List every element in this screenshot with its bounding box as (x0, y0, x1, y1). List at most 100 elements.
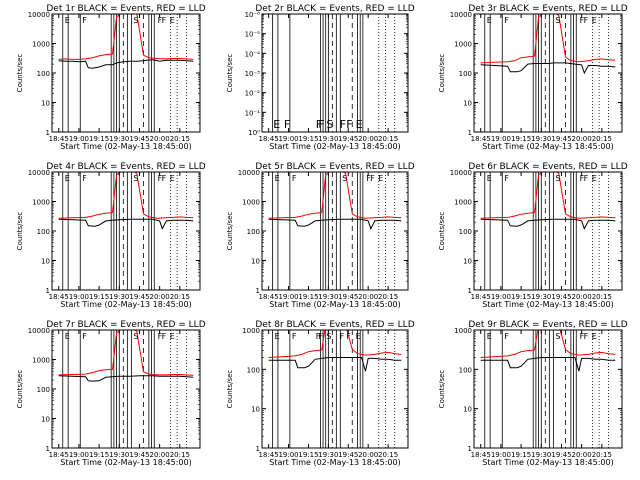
x-tick-label: 20:00 (150, 451, 170, 459)
y-tick-label: 1000 (242, 327, 260, 335)
x-tick-label: 20:15 (592, 135, 612, 143)
marker-label: S (555, 174, 560, 183)
x-tick-label: 19:15 (511, 293, 531, 301)
y-tick-label: 100 (37, 228, 50, 236)
y-tick-label: 10⁻² (245, 90, 261, 98)
event-lines (484, 330, 609, 448)
y-axis-label: Counts/sec (16, 370, 24, 409)
y-tick-label: 10⁰ (248, 129, 260, 137)
lld-series-line (58, 172, 194, 219)
y-tick-label: 10000 (28, 169, 50, 177)
marker-label: E (378, 174, 383, 183)
x-tick-label: 19:45 (551, 293, 571, 301)
marker-label: S (555, 332, 560, 341)
y-axis-label: Counts/sec (16, 212, 24, 251)
x-tick-label: 18:45 (471, 135, 491, 143)
x-tick-label: 18:45 (259, 293, 279, 301)
panel-title: Det 1r BLACK = Events, RED = LLD (46, 4, 205, 14)
y-tick-label: 1 (468, 129, 472, 137)
plot-frame (473, 171, 623, 291)
marker-label: S (342, 174, 347, 183)
y-tick-label: 1000 (454, 199, 472, 207)
y-axis-label: Counts/sec (16, 54, 24, 93)
y-tick-label: 10 (463, 258, 472, 266)
panel-title: Det 5r BLACK = Events, RED = LLD (255, 162, 414, 172)
marker-label: F (584, 174, 589, 183)
x-tick-label: 19:30 (318, 451, 338, 459)
y-axis-label: Counts/sec (438, 212, 446, 251)
y-axis-label: Counts/sec (226, 212, 234, 251)
plot-frame (261, 171, 409, 291)
y-tick-label: 1000 (242, 199, 260, 207)
events-series-line (480, 62, 616, 75)
y-tick-label: 1 (46, 129, 50, 137)
marker-label: S (555, 16, 560, 25)
y-tick-label: 100 (459, 70, 472, 78)
x-tick-label: 20:00 (358, 135, 378, 143)
events-series-line (268, 218, 402, 230)
lld-series-line (58, 14, 194, 60)
lld-series-line (268, 330, 402, 358)
marker-label: F (316, 118, 322, 131)
y-tick-label: 10 (41, 258, 50, 266)
marker-label: E (487, 332, 492, 341)
event-lines (62, 14, 187, 132)
panel-title: Det 4r BLACK = Events, RED = LLD (46, 162, 205, 172)
event-lines (272, 172, 396, 290)
marker-label: F (580, 16, 585, 25)
x-tick-label: 18:45 (471, 451, 491, 459)
x-tick-label: 19:15 (511, 451, 531, 459)
x-axis-label: Start Time (02-May-13 18:45:00) (269, 458, 400, 467)
marker-label: F (346, 332, 351, 341)
x-tick-label: 19:00 (278, 135, 298, 143)
y-tick-label: 1000 (32, 199, 50, 207)
y-tick-label: 1000 (32, 41, 50, 49)
marker-label: E (275, 332, 280, 341)
x-tick-label: 19:15 (298, 135, 318, 143)
marker-label: F (158, 174, 163, 183)
lld-series-line (268, 172, 402, 219)
y-tick-label: 1000 (454, 41, 472, 49)
marker-label: F (366, 174, 371, 183)
x-tick-label: 20:15 (170, 135, 190, 143)
event-lines (272, 330, 396, 448)
plot-frame (51, 329, 201, 449)
marker-label: E (356, 118, 363, 131)
marker-label: E (273, 118, 280, 131)
x-tick-label: 19:45 (551, 451, 571, 459)
y-tick-label: 10000 (28, 11, 50, 19)
events-series-line (480, 218, 616, 230)
x-tick-label: 19:45 (551, 135, 571, 143)
y-tick-label: 100 (459, 366, 472, 374)
events-series-line (58, 59, 194, 69)
y-tick-label: 10⁻⁶ (245, 11, 261, 19)
marker-label: F (158, 332, 163, 341)
y-tick-label: 1 (46, 445, 50, 453)
y-tick-label: 10⁻¹ (245, 109, 261, 117)
panel-title: Det 7r BLACK = Events, RED = LLD (46, 320, 205, 330)
marker-label: F (162, 174, 167, 183)
y-tick-label: 100 (37, 386, 50, 394)
x-tick-label: 18:45 (49, 451, 69, 459)
x-axis-label: Start Time (02-May-13 18:45:00) (482, 142, 613, 151)
y-tick-label: 1 (256, 445, 260, 453)
x-axis-label: Start Time (02-May-13 18:45:00) (269, 142, 400, 151)
lld-series-line (480, 172, 616, 219)
marker-label: F (316, 332, 321, 341)
y-tick-label: 10000 (238, 169, 260, 177)
x-tick-label: 20:00 (572, 293, 592, 301)
x-tick-label: 19:30 (318, 135, 338, 143)
y-tick-label: 10000 (450, 11, 472, 19)
x-tick-label: 20:00 (572, 135, 592, 143)
events-series-line (58, 375, 194, 382)
y-tick-label: 100 (37, 70, 50, 78)
y-tick-label: 100 (247, 366, 260, 374)
x-tick-label: 18:45 (49, 293, 69, 301)
marker-label: E (487, 174, 492, 183)
x-tick-label: 18:45 (259, 135, 279, 143)
